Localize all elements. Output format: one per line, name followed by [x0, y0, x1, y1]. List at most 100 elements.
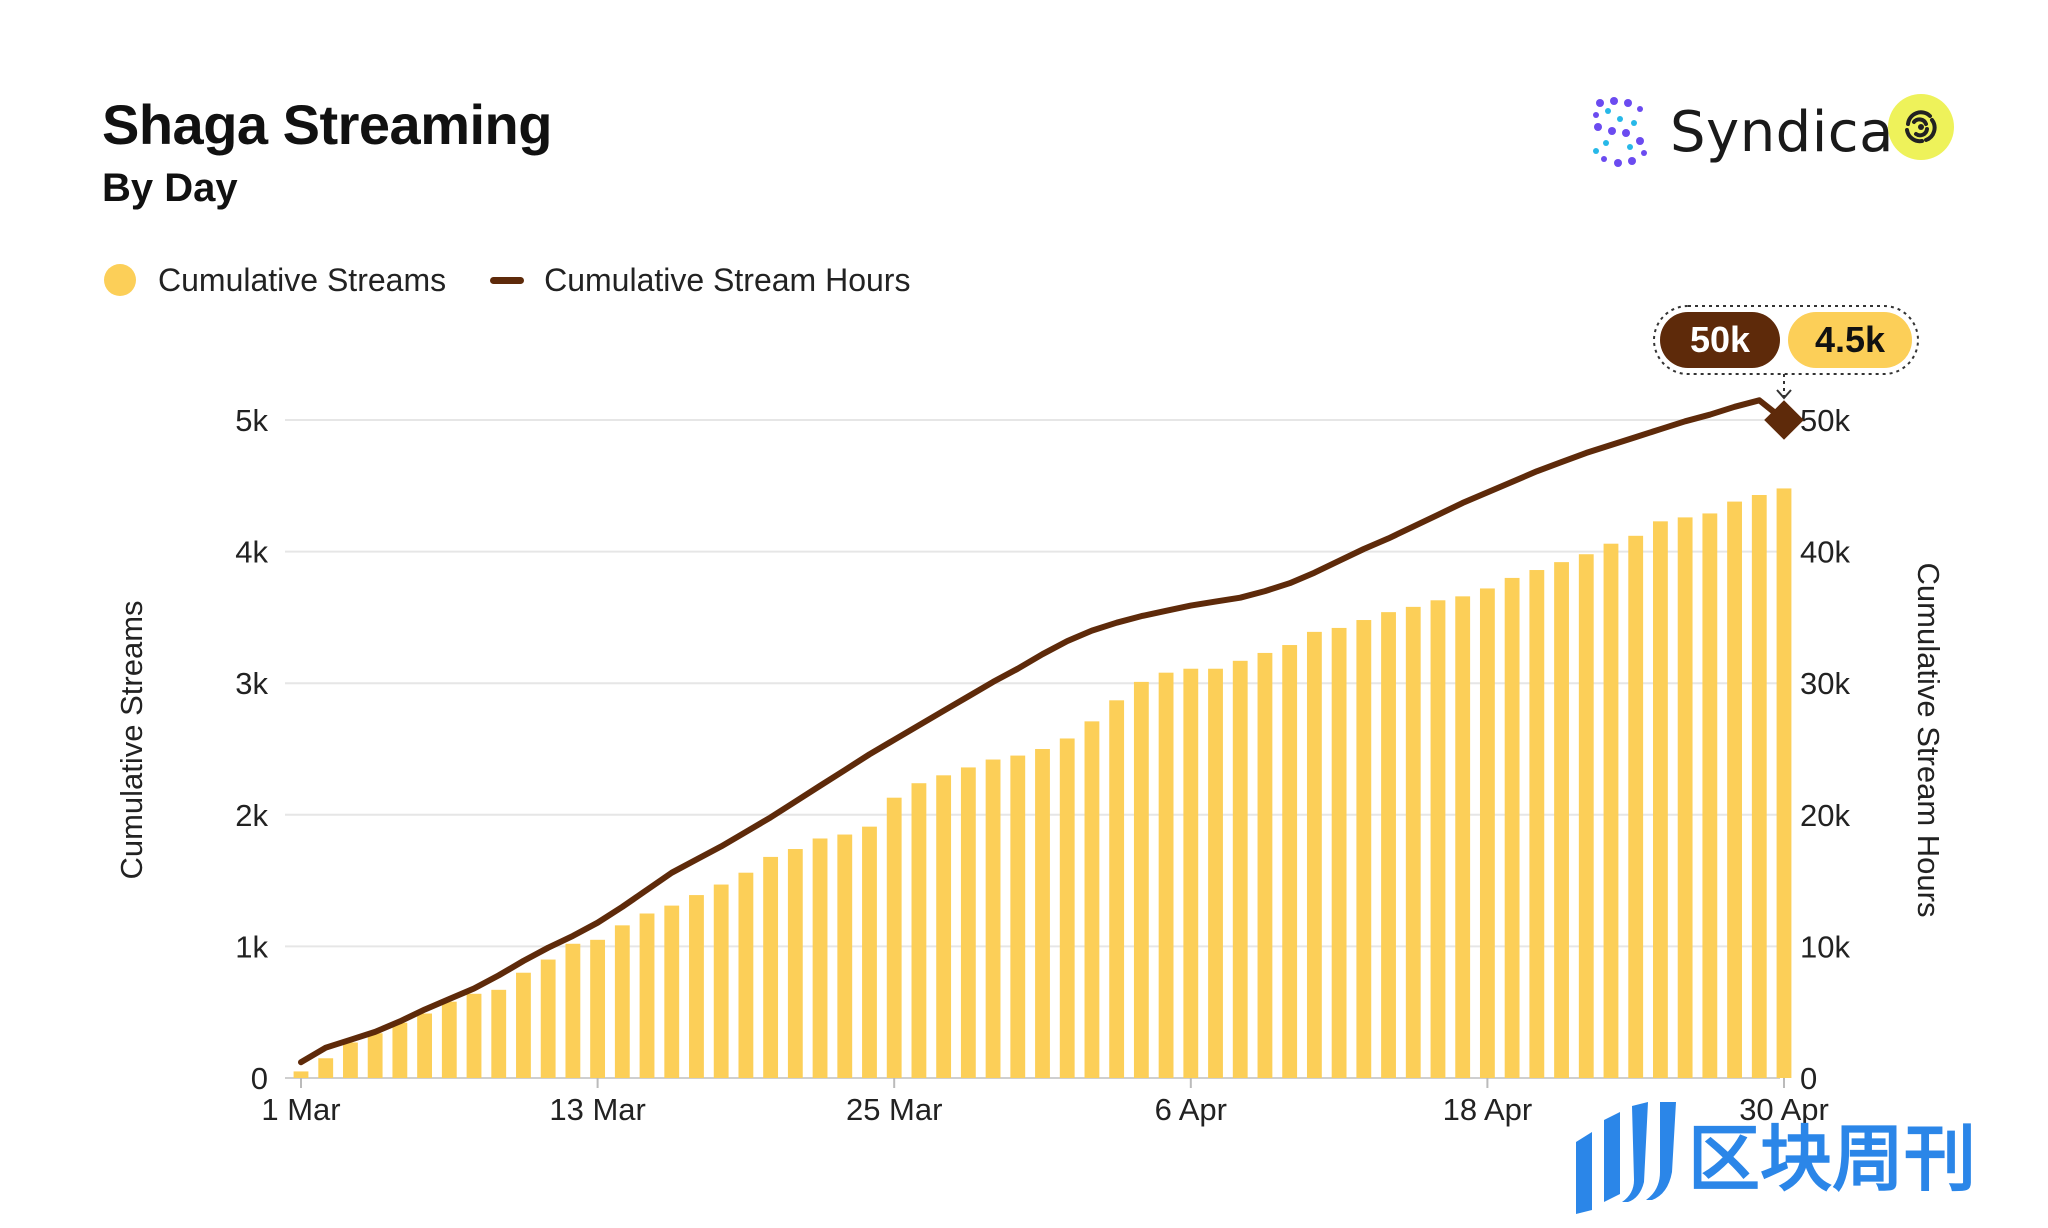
bar-cumulative-streams[interactable]: [1455, 596, 1471, 1078]
x-tick-label: 25 Mar: [846, 1092, 942, 1127]
syndica-s-icon: [1593, 97, 1647, 167]
bar-cumulative-streams[interactable]: [960, 767, 976, 1078]
bar-cumulative-streams[interactable]: [1405, 606, 1421, 1078]
bar-cumulative-streams[interactable]: [318, 1058, 334, 1078]
bar-cumulative-streams[interactable]: [763, 856, 779, 1078]
bar-cumulative-streams[interactable]: [886, 797, 902, 1078]
bar-cumulative-streams[interactable]: [466, 993, 482, 1078]
bar-cumulative-streams[interactable]: [1578, 554, 1594, 1078]
bar-cumulative-streams[interactable]: [516, 972, 531, 1078]
bar-cumulative-streams[interactable]: [689, 895, 704, 1078]
bar-cumulative-streams[interactable]: [1282, 645, 1298, 1078]
shaga-logo-icon: [1888, 94, 1954, 160]
bar-cumulative-streams[interactable]: [1158, 672, 1174, 1078]
bar-cumulative-streams[interactable]: [590, 939, 606, 1078]
bar-cumulative-streams[interactable]: [1183, 668, 1199, 1078]
bar-cumulative-streams[interactable]: [1677, 517, 1693, 1078]
y-right-tick-label: 10k: [1800, 929, 1850, 964]
bar-cumulative-streams[interactable]: [1702, 513, 1718, 1078]
y-left-tick-label: 3k: [235, 666, 268, 701]
bar-cumulative-streams[interactable]: [1653, 521, 1668, 1078]
y-left-tick-label: 1k: [235, 929, 268, 964]
y-left-tick-label: 0: [251, 1061, 268, 1096]
bar-cumulative-streams[interactable]: [1381, 612, 1396, 1078]
legend-hours-label: Cumulative Stream Hours: [544, 261, 911, 298]
y-right-tick-label: 0: [1800, 1061, 1817, 1096]
legend-item-hours[interactable]: Cumulative Stream Hours: [490, 262, 910, 299]
bar-cumulative-streams[interactable]: [1356, 620, 1372, 1078]
brand-logo: Syndica: [1590, 92, 1894, 172]
bar-cumulative-streams[interactable]: [1306, 631, 1322, 1078]
bar-cumulative-streams[interactable]: [812, 838, 828, 1078]
bar-cumulative-streams[interactable]: [293, 1071, 309, 1078]
bar-cumulative-streams[interactable]: [639, 913, 655, 1079]
bar-cumulative-streams[interactable]: [664, 905, 680, 1078]
y-right-tick-label: 50k: [1800, 403, 1850, 438]
legend-item-streams[interactable]: Cumulative Streams: [104, 262, 446, 299]
bar-cumulative-streams[interactable]: [837, 834, 853, 1078]
bar-cumulative-streams[interactable]: [367, 1033, 383, 1078]
bar-cumulative-streams[interactable]: [1010, 755, 1026, 1078]
brand-name: Syndica: [1670, 99, 1894, 165]
y-right-tick-label: 30k: [1800, 666, 1850, 701]
legend-streams-label: Cumulative Streams: [158, 261, 447, 298]
bar-cumulative-streams[interactable]: [862, 826, 877, 1078]
bar-cumulative-streams[interactable]: [614, 925, 630, 1078]
line-cumulative-stream-hours[interactable]: [298, 397, 1787, 1066]
bar-cumulative-streams[interactable]: [1628, 535, 1644, 1078]
bar-cumulative-streams[interactable]: [1059, 738, 1075, 1078]
legend-streams-swatch: [104, 264, 136, 296]
bar-cumulative-streams[interactable]: [1232, 660, 1248, 1078]
y-left-tick-label: 4k: [235, 535, 268, 570]
bar-cumulative-streams[interactable]: [1257, 652, 1273, 1078]
bar-cumulative-streams[interactable]: [713, 884, 729, 1078]
x-tick-label: 18 Apr: [1443, 1092, 1533, 1127]
bar-cumulative-streams[interactable]: [1554, 562, 1569, 1078]
y-right-axis-title: Cumulative Stream Hours: [1911, 563, 1946, 918]
y-right-tick-label: 20k: [1800, 798, 1850, 833]
y-right-tick-label: 40k: [1800, 535, 1850, 570]
y-left-axis-title: Cumulative Streams: [114, 600, 149, 879]
bar-cumulative-streams[interactable]: [1208, 668, 1223, 1078]
bar-cumulative-streams[interactable]: [1727, 501, 1742, 1078]
bar-cumulative-streams[interactable]: [1479, 588, 1495, 1078]
bar-cumulative-streams[interactable]: [1331, 627, 1347, 1078]
bar-cumulative-streams[interactable]: [911, 783, 927, 1078]
tooltip-hours-value: 50k: [1690, 319, 1751, 360]
bar-cumulative-streams[interactable]: [565, 943, 581, 1078]
bar-cumulative-streams[interactable]: [1133, 681, 1149, 1078]
watermark-text: 区块周刊: [1688, 1117, 1976, 1201]
bar-cumulative-streams[interactable]: [1504, 577, 1520, 1078]
block-weekly-watermark: 区块周刊: [1576, 1102, 1976, 1214]
bar-cumulative-streams[interactable]: [1529, 570, 1545, 1078]
chart-legend: Cumulative Streams Cumulative Stream Hou…: [104, 258, 954, 302]
tooltip-hours-pill: [1660, 312, 1780, 368]
bar-cumulative-streams[interactable]: [441, 1001, 457, 1078]
bar-cumulative-streams[interactable]: [343, 1042, 358, 1078]
chart-title: Shaga Streaming: [102, 93, 552, 156]
x-tick-label: 30 Apr: [1739, 1092, 1829, 1127]
x-tick-label: 6 Apr: [1155, 1092, 1227, 1127]
tooltip-streams-pill: [1788, 312, 1912, 368]
bar-cumulative-streams[interactable]: [1751, 495, 1767, 1079]
bar-cumulative-streams[interactable]: [392, 1022, 408, 1078]
bar-cumulative-streams[interactable]: [1109, 700, 1125, 1078]
bar-cumulative-streams[interactable]: [491, 989, 507, 1078]
bar-cumulative-streams[interactable]: [1084, 721, 1100, 1078]
y-left-tick-label: 5k: [235, 403, 268, 438]
bar-cumulative-streams[interactable]: [1603, 543, 1619, 1078]
bar-cumulative-streams[interactable]: [787, 849, 803, 1078]
bar-cumulative-streams[interactable]: [1035, 749, 1050, 1078]
bar-cumulative-streams[interactable]: [1430, 600, 1446, 1078]
bar-cumulative-streams[interactable]: [738, 872, 754, 1078]
bar-cumulative-streams[interactable]: [985, 759, 1001, 1078]
tooltip-arrow-icon: [1776, 389, 1792, 400]
tooltip-streams-value: 4.5k: [1815, 319, 1886, 360]
bar-cumulative-streams[interactable]: [417, 1013, 432, 1078]
bar-cumulative-streams[interactable]: [936, 775, 952, 1078]
block-weekly-logo-icon: [1576, 1102, 1676, 1214]
x-tick-label: 13 Mar: [549, 1092, 645, 1127]
bar-cumulative-streams[interactable]: [1776, 488, 1792, 1078]
bar-cumulative-streams[interactable]: [540, 959, 556, 1078]
